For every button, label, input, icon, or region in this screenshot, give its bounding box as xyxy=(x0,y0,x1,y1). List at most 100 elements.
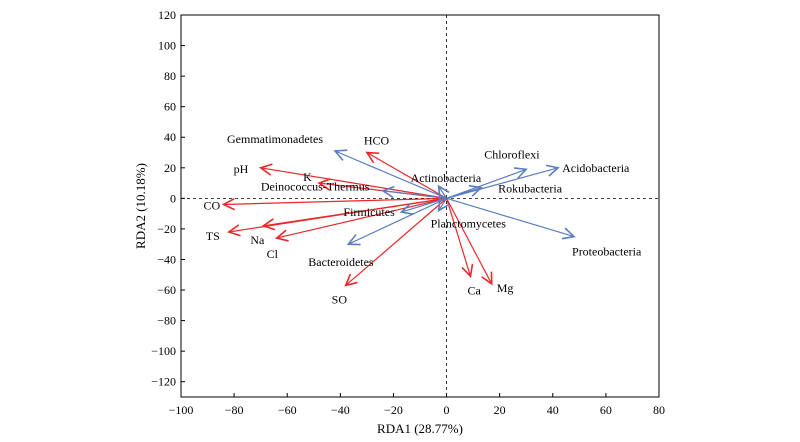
vector-shaft xyxy=(438,198,448,211)
vector-shaft xyxy=(446,198,493,285)
vector-hco xyxy=(365,151,447,199)
vector-arrowhead xyxy=(461,264,474,278)
vector-shaft xyxy=(366,151,447,199)
vector-shaft xyxy=(263,197,447,227)
vector-shaft xyxy=(348,197,447,245)
vectors xyxy=(221,149,576,287)
vector-shaft xyxy=(438,185,448,199)
vector-arrowhead xyxy=(545,164,560,177)
y-tick-label: 20 xyxy=(164,161,176,175)
y-axis-title: RDA2 (10.18%) xyxy=(133,163,148,249)
vector-arrowhead xyxy=(344,273,358,287)
vector-planctomycetes xyxy=(437,198,450,213)
vector-arrowhead xyxy=(437,198,450,213)
label-co: CO xyxy=(203,198,220,212)
y-tick-label: −100 xyxy=(151,344,176,358)
y-tick-label: 80 xyxy=(164,69,176,83)
x-tick-label: 80 xyxy=(653,403,665,417)
vector-bacteroidetes xyxy=(346,197,447,246)
y-tick-label: 40 xyxy=(164,130,176,144)
x-tick-label: 0 xyxy=(444,403,450,417)
label-planctomycetes: Planctomycetes xyxy=(431,217,507,231)
label-deinococcus-thermus: Deinococcus-Thermus xyxy=(261,180,370,194)
vector-arrowhead xyxy=(346,234,361,246)
x-tick-label: −20 xyxy=(384,403,403,417)
y-tick-label: 0 xyxy=(170,191,176,205)
plot-area xyxy=(180,14,660,398)
vector-so xyxy=(344,197,447,287)
vector-co xyxy=(221,197,447,211)
label-ca: Ca xyxy=(467,283,481,297)
label-firmicutes: Firmicutes xyxy=(343,205,395,219)
vector-shaft xyxy=(446,197,575,238)
vector-actinobacteria xyxy=(437,184,450,199)
axes: −100 −80 −60 −40 −20 0 20 40 60 80 −120 −100 −80 −60 −… xyxy=(151,8,665,417)
y-tick-label: 120 xyxy=(158,8,176,22)
y-tick-label: −20 xyxy=(157,222,176,236)
label-cl: Cl xyxy=(267,247,279,261)
label-so: SO xyxy=(332,292,348,306)
plot-frame xyxy=(180,14,660,398)
vector-arrowhead xyxy=(227,224,241,237)
vector-arrowhead xyxy=(317,178,331,191)
vector-shaft xyxy=(446,167,559,199)
label-actinobacteria: Actinobacteria xyxy=(411,171,482,185)
vector-shaft xyxy=(276,197,447,239)
label-hco: HCO xyxy=(364,134,390,148)
label-proteobacteria: Proteobacteria xyxy=(572,245,642,259)
vector-arrowhead xyxy=(333,149,348,161)
x-tick-label: −40 xyxy=(331,403,350,417)
label-acidobacteria: Acidobacteria xyxy=(562,161,630,175)
vector-arrowhead xyxy=(481,271,493,286)
vector-arrowhead xyxy=(437,184,450,199)
vector-arrowhead xyxy=(258,163,273,176)
vector-shaft xyxy=(223,197,447,206)
vector-shaft xyxy=(446,168,527,199)
label-rokubacteria: Rokubacteria xyxy=(498,182,563,196)
vector-gemmatimonadetes xyxy=(333,149,447,199)
vector-arrowhead xyxy=(513,167,528,179)
label-na: Na xyxy=(250,233,265,247)
vector-ca xyxy=(445,198,474,278)
vector-arrowhead xyxy=(399,203,414,215)
label-mg: Mg xyxy=(497,281,514,295)
label-ts: TS xyxy=(206,229,220,243)
vector-shaft xyxy=(382,190,447,199)
vector-arrowhead xyxy=(274,229,289,242)
vector-shaft xyxy=(260,167,447,199)
x-tick-label: 20 xyxy=(494,403,506,417)
vector-na xyxy=(261,197,447,231)
vector-ph xyxy=(258,163,447,199)
vector-arrowhead xyxy=(468,184,483,197)
x-tick-label: 60 xyxy=(600,403,612,417)
label-bacteroidetes: Bacteroidetes xyxy=(308,255,374,269)
y-tick-label: −60 xyxy=(157,283,176,297)
y-tick-label: −40 xyxy=(157,252,176,266)
y-tick-label: −120 xyxy=(151,375,176,389)
vector-arrowhead xyxy=(365,151,380,164)
y-tick-label: −80 xyxy=(157,314,176,328)
vector-arrowhead xyxy=(261,218,276,231)
vector-arrowhead xyxy=(221,197,235,211)
vector-shaft xyxy=(345,197,447,286)
vector-proteobacteria xyxy=(446,197,576,240)
label-gemmatimonadetes: Gemmatimonadetes xyxy=(227,132,323,146)
vector-shaft xyxy=(445,198,472,277)
x-tick-label: −60 xyxy=(278,403,297,417)
label-k: K xyxy=(303,170,312,184)
x-tick-label: 40 xyxy=(547,403,559,417)
y-tick-label: 60 xyxy=(164,100,176,114)
vector-arrowhead xyxy=(561,227,576,240)
vector-cl xyxy=(274,197,447,242)
vector-mg xyxy=(446,198,493,286)
vector-chloroflexi xyxy=(446,167,528,199)
label-ph: pH xyxy=(234,162,249,176)
x-tick-label: −100 xyxy=(169,403,194,417)
y-tick-label: 100 xyxy=(158,39,176,53)
vector-shaft xyxy=(334,150,447,199)
label-chloroflexi: Chloroflexi xyxy=(484,147,540,161)
vector-deinococcus-thermus xyxy=(381,185,447,199)
x-axis-title: RDA1 (28.77%) xyxy=(377,421,463,436)
